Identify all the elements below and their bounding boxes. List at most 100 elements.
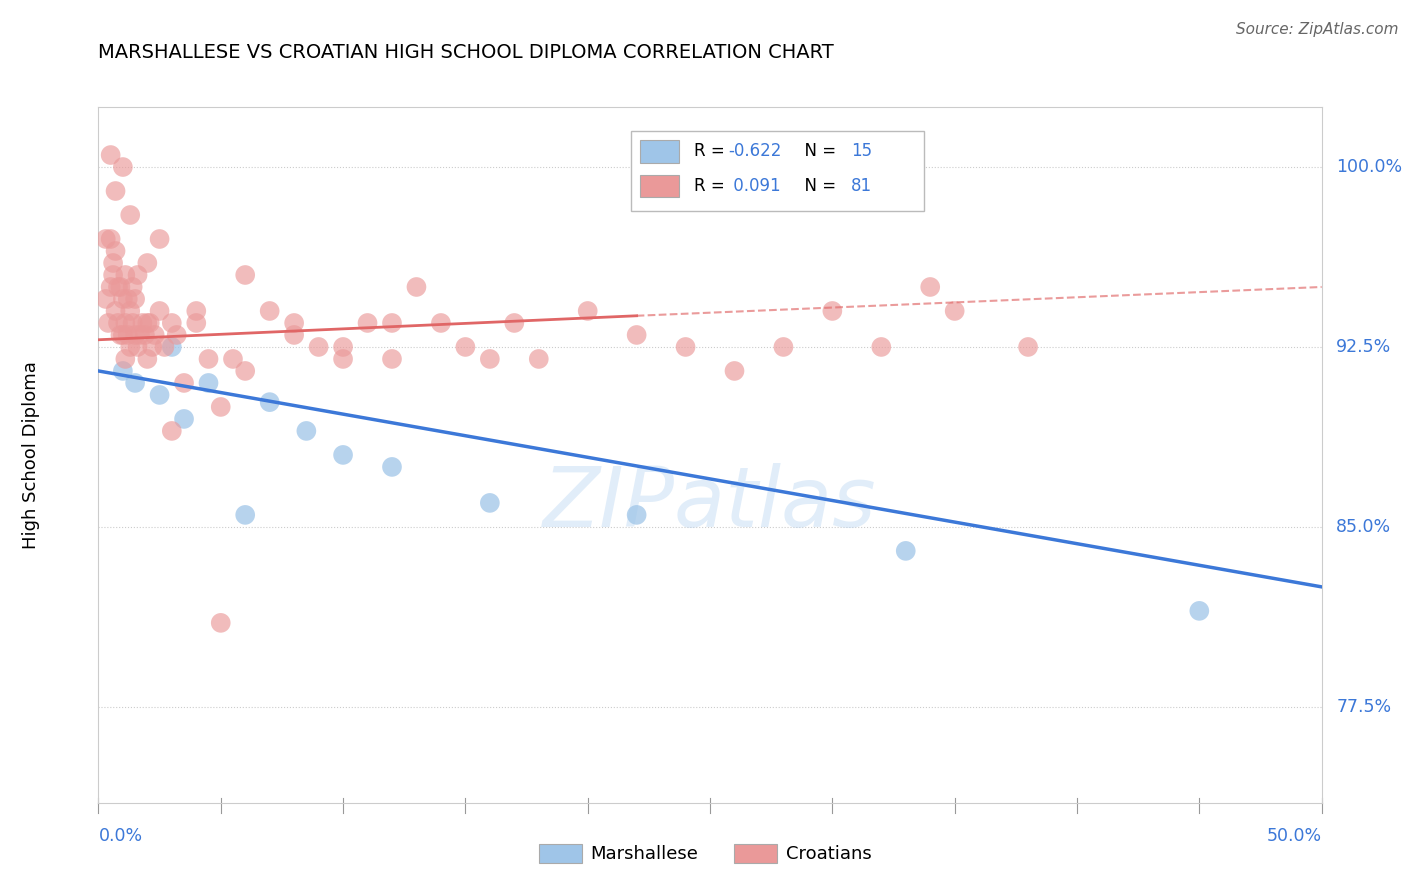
Point — [576, 304, 599, 318]
Text: 92.5%: 92.5% — [1336, 338, 1392, 356]
Point — [233, 268, 256, 282]
Point — [675, 340, 697, 354]
Text: High School Diploma: High School Diploma — [22, 361, 41, 549]
Text: 0.0%: 0.0% — [98, 827, 142, 845]
Point — [173, 376, 195, 390]
Point — [233, 508, 256, 522]
Point — [821, 304, 844, 318]
Point — [110, 280, 132, 294]
Point — [100, 280, 122, 294]
Point — [209, 400, 232, 414]
Point — [124, 292, 146, 306]
Point — [136, 351, 159, 366]
Point — [120, 208, 142, 222]
Point — [381, 351, 404, 366]
Point — [114, 351, 136, 366]
Point — [454, 340, 477, 354]
Point — [111, 364, 134, 378]
Text: MARSHALLESE VS CROATIAN HIGH SCHOOL DIPLOMA CORRELATION CHART: MARSHALLESE VS CROATIAN HIGH SCHOOL DIPL… — [98, 44, 834, 62]
Text: N =: N = — [794, 177, 842, 194]
Text: Marshallese: Marshallese — [591, 845, 697, 863]
Point — [149, 304, 172, 318]
Text: Source: ZipAtlas.com: Source: ZipAtlas.com — [1236, 22, 1399, 37]
Point — [111, 160, 134, 174]
Point — [332, 351, 354, 366]
Point — [527, 351, 550, 366]
Point — [114, 316, 136, 330]
Point — [100, 232, 122, 246]
Point — [173, 412, 195, 426]
Point — [772, 340, 794, 354]
Point — [259, 395, 281, 409]
Point — [117, 328, 139, 343]
Point — [94, 292, 117, 306]
Point — [894, 544, 917, 558]
Point — [160, 316, 183, 330]
Bar — [734, 844, 778, 863]
Point — [149, 232, 172, 246]
Point — [129, 328, 152, 343]
Point — [186, 316, 208, 330]
Text: 85.0%: 85.0% — [1336, 518, 1392, 536]
Point — [114, 268, 136, 282]
Point — [131, 316, 153, 330]
Point — [160, 340, 183, 354]
Point — [1017, 340, 1039, 354]
Text: 0.091: 0.091 — [728, 177, 780, 194]
Point — [209, 615, 232, 630]
Point — [308, 340, 330, 354]
Point — [920, 280, 942, 294]
FancyBboxPatch shape — [630, 131, 924, 211]
Point — [295, 424, 318, 438]
Point — [94, 232, 117, 246]
Bar — [640, 175, 679, 197]
Point — [101, 268, 124, 282]
Text: 77.5%: 77.5% — [1336, 698, 1392, 716]
Text: 50.0%: 50.0% — [1267, 827, 1322, 845]
Point — [332, 448, 354, 462]
Point — [117, 292, 139, 306]
Point — [186, 304, 208, 318]
Point — [197, 351, 219, 366]
Point — [121, 280, 143, 294]
Point — [222, 351, 245, 366]
Text: 100.0%: 100.0% — [1336, 158, 1402, 176]
Point — [283, 316, 305, 330]
Point — [197, 376, 219, 390]
Point — [233, 364, 256, 378]
Point — [121, 316, 143, 330]
Text: R =: R = — [695, 142, 730, 160]
Text: Croatians: Croatians — [786, 845, 872, 863]
Point — [405, 280, 427, 294]
Point — [943, 304, 966, 318]
Point — [127, 340, 149, 354]
Point — [160, 424, 183, 438]
Point — [104, 244, 127, 258]
Point — [124, 376, 146, 390]
Point — [149, 388, 172, 402]
Point — [101, 256, 124, 270]
Point — [104, 184, 127, 198]
Point — [166, 328, 188, 343]
Point — [381, 316, 404, 330]
Point — [153, 340, 176, 354]
Point — [127, 268, 149, 282]
Point — [143, 328, 166, 343]
Point — [332, 340, 354, 354]
Point — [381, 459, 404, 474]
Text: ZIPatlas: ZIPatlas — [543, 463, 877, 544]
Point — [1188, 604, 1211, 618]
Point — [139, 316, 162, 330]
Point — [100, 148, 122, 162]
Point — [430, 316, 453, 330]
Point — [124, 328, 146, 343]
Text: 15: 15 — [851, 142, 872, 160]
Point — [134, 328, 156, 343]
Point — [97, 316, 120, 330]
Point — [259, 304, 281, 318]
Point — [111, 328, 134, 343]
Point — [111, 292, 134, 306]
Text: 81: 81 — [851, 177, 872, 194]
Point — [283, 328, 305, 343]
Point — [107, 316, 129, 330]
